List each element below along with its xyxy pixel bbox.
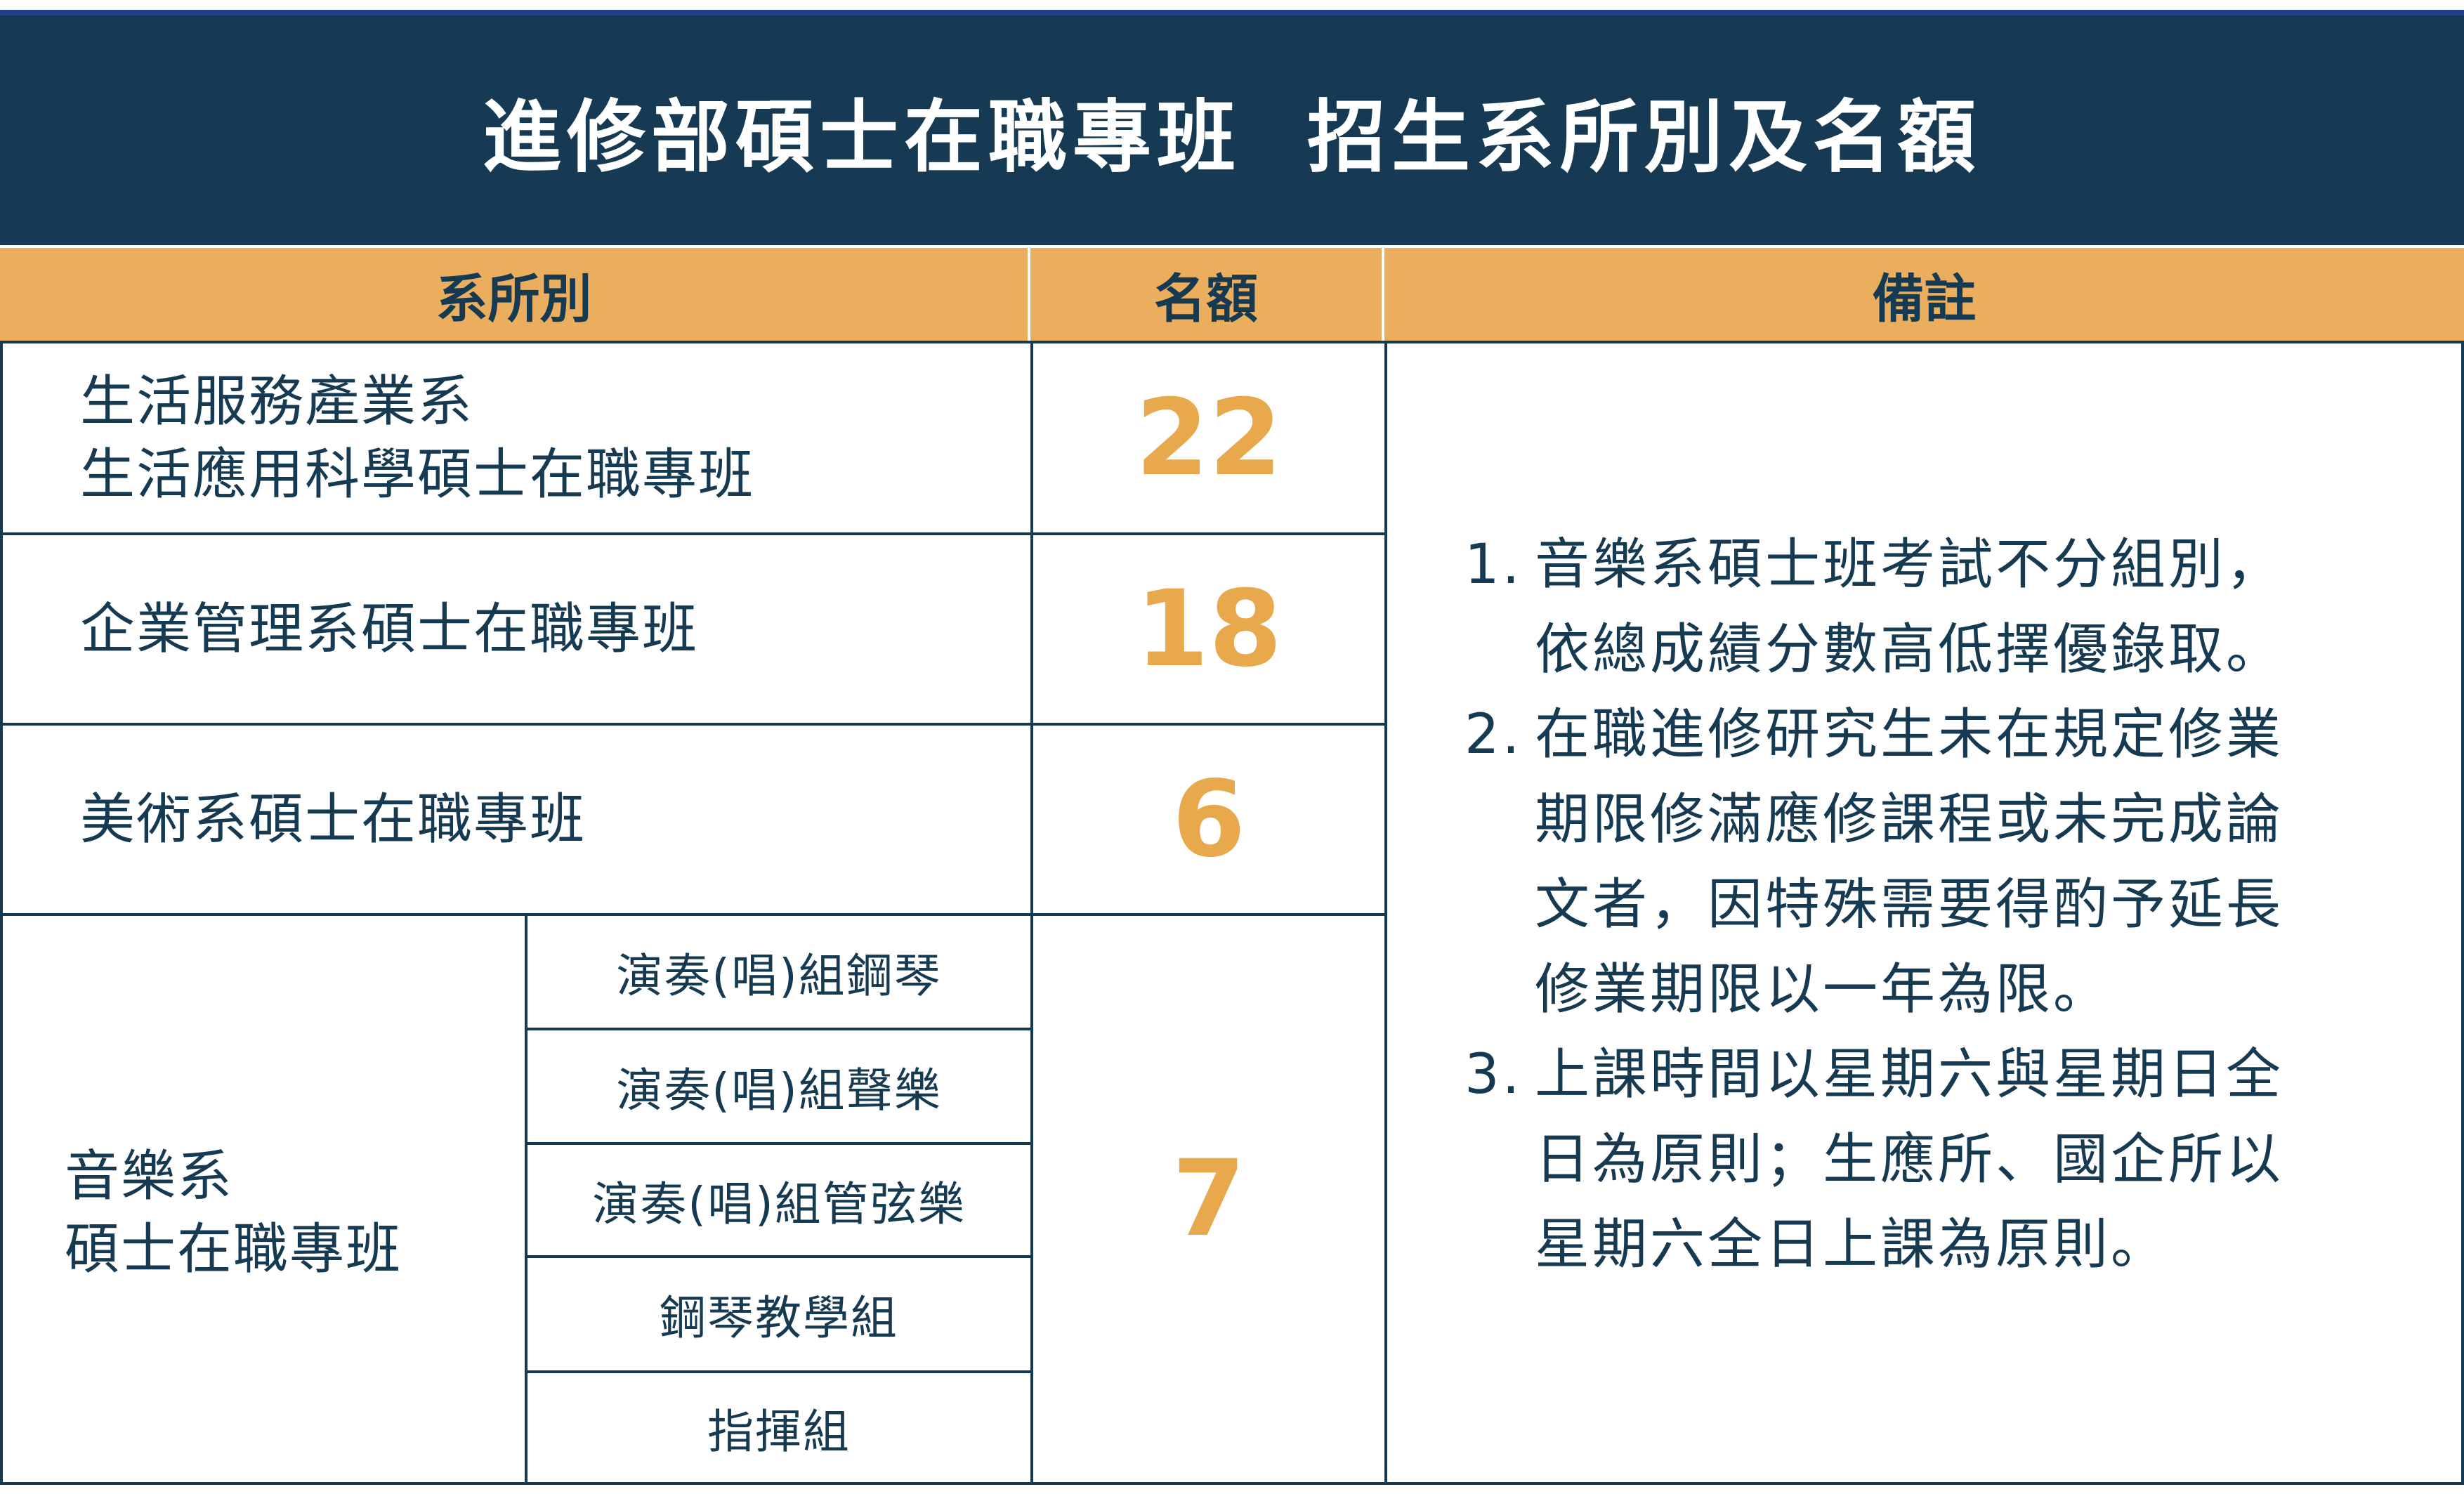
quota-value: 7 <box>1030 913 1387 1485</box>
header-department: 系所別 <box>0 248 1030 341</box>
music-group: 演奏(唱)組管弦樂 <box>525 1142 1033 1258</box>
note-number: 2. <box>1464 703 1523 766</box>
table-row-department: 音樂系 碩士在職專班 <box>0 913 527 1485</box>
quota-value: 6 <box>1030 723 1387 916</box>
table-row-department: 企業管理系碩士在職專班 <box>0 532 1033 726</box>
note-item: 3. 上課時間以星期六與星期日全 日為原則；生應所、國企所以 星期六全日上課為原則… <box>1464 1033 2461 1287</box>
header-remarks: 備註 <box>1384 248 2464 341</box>
department-line: 生活服務產業系 <box>80 369 474 433</box>
table-row-department: 生活服務產業系 生活應用科學碩士在職專班 <box>0 341 1033 535</box>
music-group: 鋼琴教學組 <box>525 1255 1033 1373</box>
department-line: 生活應用科學碩士在職專班 <box>80 443 755 506</box>
department-line: 企業管理系碩士在職專班 <box>80 597 699 661</box>
note-item: 1. 音樂系碩士班考試不分組別， 依總成績分數高低擇優錄取。 <box>1464 523 2461 693</box>
department-line: 碩士在職專班 <box>65 1218 402 1281</box>
note-number: 1. <box>1464 533 1523 596</box>
music-group: 演奏(唱)組鋼琴 <box>525 913 1033 1030</box>
note-item: 2. 在職進修研究生未在規定修業 期限修滿應修課程或未完成論 文者，因特殊需要得酌… <box>1464 693 2461 1033</box>
note-number: 3. <box>1464 1043 1523 1106</box>
remarks-cell: 1. 音樂系碩士班考試不分組別， 依總成績分數高低擇優錄取。 2. 在職進修研究生未… <box>1384 341 2464 1485</box>
music-group: 演奏(唱)組聲樂 <box>525 1028 1033 1145</box>
title-banner: 進修部碩士在職專班 招生系所別及名額 <box>0 10 2464 245</box>
quota-value: 18 <box>1030 532 1387 726</box>
page-title: 進修部碩士在職專班 招生系所別及名額 <box>483 91 1981 183</box>
header-quota: 名額 <box>1030 248 1384 341</box>
note-text: 上課時間以星期六與星期日全 日為原則；生應所、國企所以 星期六全日上課為原則。 <box>1535 1043 2284 1276</box>
music-group: 指揮組 <box>525 1370 1033 1485</box>
table-row-department: 美術系碩士在職專班 <box>0 723 1033 916</box>
quota-value: 22 <box>1030 341 1387 535</box>
note-text: 在職進修研究生未在規定修業 期限修滿應修課程或未完成論 文者，因特殊需要得酌予延… <box>1535 703 2284 1021</box>
note-text: 音樂系碩士班考試不分組別， 依總成績分數高低擇優錄取。 <box>1535 533 2284 681</box>
department-line: 音樂系 <box>65 1145 234 1208</box>
department-line: 美術系碩士在職專班 <box>80 787 586 851</box>
